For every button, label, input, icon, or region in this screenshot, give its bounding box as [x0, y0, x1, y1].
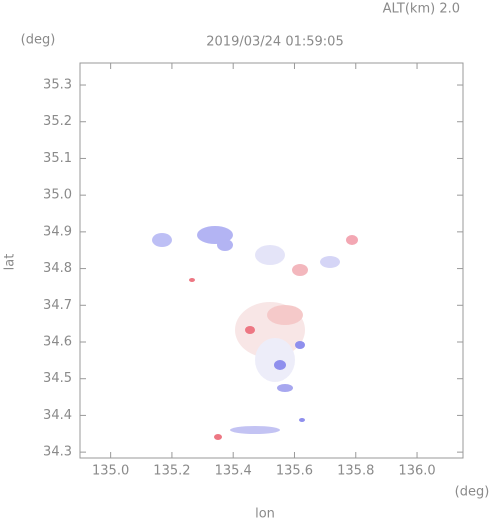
echo — [346, 235, 358, 245]
echo — [277, 384, 293, 392]
echo — [245, 326, 255, 334]
echo — [214, 434, 222, 440]
echo — [189, 278, 195, 282]
y-tick-label: 34.5 — [43, 371, 72, 386]
x-tick-label: 136.0 — [398, 464, 435, 479]
x-tick-label: 135.2 — [153, 464, 190, 479]
echo — [230, 426, 280, 434]
y-axis-label: lat — [3, 254, 18, 271]
x-tick-label: 135.0 — [92, 464, 129, 479]
radar-echoes — [152, 226, 358, 440]
x-axis-label: lon — [255, 507, 275, 521]
altitude-label: ALT(km) 2.0 — [383, 2, 460, 17]
plot-frame — [79, 62, 464, 459]
echo — [217, 239, 233, 251]
echo — [255, 338, 295, 382]
y-tick-label: 35.3 — [43, 78, 72, 93]
echo — [320, 256, 340, 268]
x-unit: (deg) — [455, 485, 490, 500]
x-tick-label: 135.4 — [215, 464, 252, 479]
y-tick-label: 34.6 — [43, 334, 72, 349]
echo — [152, 233, 172, 247]
y-tick-label: 34.4 — [43, 408, 72, 423]
y-tick-label: 35.2 — [43, 114, 72, 129]
x-tick-label: 135.8 — [337, 464, 374, 479]
y-tick-label: 34.3 — [43, 445, 72, 460]
y-tick-label: 34.7 — [43, 298, 72, 313]
echo — [274, 360, 286, 370]
chart-title: 2019/03/24 01:59:05 — [206, 35, 343, 50]
y-tick-label: 35.0 — [43, 188, 72, 203]
echo — [267, 305, 303, 325]
y-tick-label: 34.8 — [43, 261, 72, 276]
y-tick-label: 34.9 — [43, 224, 72, 239]
y-tick-label: 35.1 — [43, 151, 72, 166]
echo — [295, 341, 305, 349]
x-tick-label: 135.6 — [276, 464, 313, 479]
echo — [292, 264, 308, 276]
echo — [255, 245, 285, 265]
echo — [299, 418, 305, 422]
y-unit: (deg) — [21, 33, 56, 48]
